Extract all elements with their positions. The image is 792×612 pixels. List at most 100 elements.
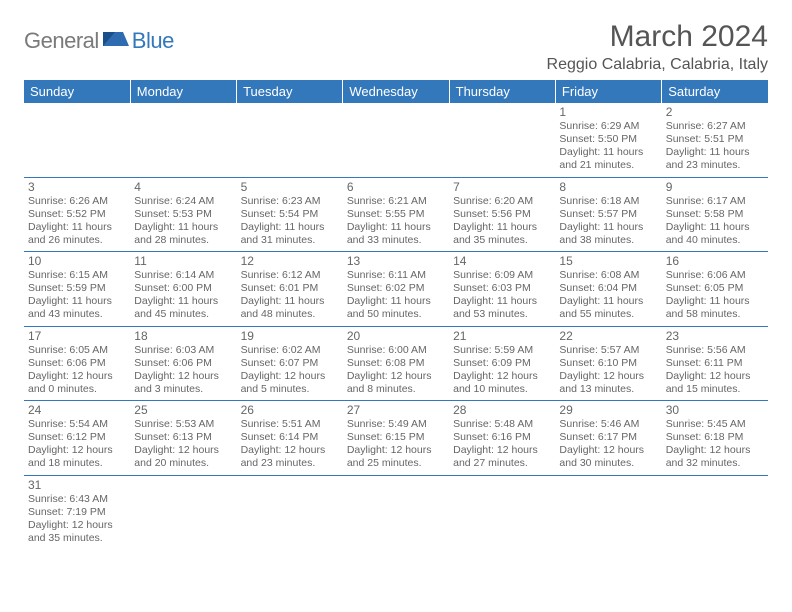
title-block: March 2024 Reggio Calabria, Calabria, It… — [547, 20, 768, 74]
day-detail-line: Sunset: 6:04 PM — [559, 282, 657, 295]
calendar-day-cell: 10Sunrise: 6:15 AMSunset: 5:59 PMDayligh… — [24, 252, 130, 327]
day-detail-line: Daylight: 12 hours — [347, 370, 445, 383]
day-detail-line: and 50 minutes. — [347, 308, 445, 321]
calendar-day-cell: 12Sunrise: 6:12 AMSunset: 6:01 PMDayligh… — [237, 252, 343, 327]
day-detail-line: Daylight: 11 hours — [559, 146, 657, 159]
day-number: 1 — [559, 105, 657, 119]
day-detail-line: Sunrise: 5:46 AM — [559, 418, 657, 431]
day-detail-line: Sunrise: 5:48 AM — [453, 418, 551, 431]
day-detail-line: Sunset: 6:12 PM — [28, 431, 126, 444]
day-number: 21 — [453, 329, 551, 343]
day-number: 29 — [559, 403, 657, 417]
day-detail-line: Daylight: 11 hours — [453, 221, 551, 234]
day-detail-line: Daylight: 12 hours — [559, 370, 657, 383]
day-number: 16 — [666, 254, 764, 268]
day-detail-line: Sunset: 5:54 PM — [241, 208, 339, 221]
day-number: 18 — [134, 329, 232, 343]
day-detail-line: Sunrise: 6:43 AM — [28, 493, 126, 506]
day-detail-line: Sunrise: 5:45 AM — [666, 418, 764, 431]
day-detail-line: Sunrise: 6:02 AM — [241, 344, 339, 357]
day-detail-line: Sunset: 6:06 PM — [28, 357, 126, 370]
day-detail-line: Sunset: 5:56 PM — [453, 208, 551, 221]
day-detail-line: Daylight: 11 hours — [666, 295, 764, 308]
header: General Blue March 2024 Reggio Calabria,… — [24, 20, 768, 74]
day-detail-line: Daylight: 12 hours — [28, 370, 126, 383]
day-detail-line: Sunset: 6:02 PM — [347, 282, 445, 295]
day-detail-line: Daylight: 11 hours — [134, 295, 232, 308]
day-detail-line: and 15 minutes. — [666, 383, 764, 396]
day-detail-line: and 32 minutes. — [666, 457, 764, 470]
day-detail-line: Daylight: 12 hours — [134, 370, 232, 383]
day-detail-line: Sunrise: 6:03 AM — [134, 344, 232, 357]
weekday-header-row: Sunday Monday Tuesday Wednesday Thursday… — [24, 80, 768, 103]
day-detail-line: Sunset: 6:03 PM — [453, 282, 551, 295]
day-detail-line: Daylight: 11 hours — [666, 221, 764, 234]
weekday-header: Saturday — [662, 80, 768, 103]
day-number: 22 — [559, 329, 657, 343]
day-detail-line: Sunset: 5:51 PM — [666, 133, 764, 146]
weekday-header: Monday — [130, 80, 236, 103]
day-detail-line: and 10 minutes. — [453, 383, 551, 396]
calendar-day-cell: 20Sunrise: 6:00 AMSunset: 6:08 PMDayligh… — [343, 326, 449, 401]
calendar-day-cell — [130, 475, 236, 549]
day-detail-line: Daylight: 12 hours — [559, 444, 657, 457]
calendar-day-cell: 27Sunrise: 5:49 AMSunset: 6:15 PMDayligh… — [343, 401, 449, 476]
calendar-day-cell — [237, 103, 343, 177]
calendar-day-cell — [449, 103, 555, 177]
day-detail-line: Daylight: 11 hours — [28, 295, 126, 308]
day-detail-line: and 20 minutes. — [134, 457, 232, 470]
day-detail-line: Sunset: 6:18 PM — [666, 431, 764, 444]
day-detail-line: Daylight: 11 hours — [241, 221, 339, 234]
calendar-week-row: 31Sunrise: 6:43 AMSunset: 7:19 PMDayligh… — [24, 475, 768, 549]
day-detail-line: Sunset: 6:11 PM — [666, 357, 764, 370]
calendar-day-cell: 26Sunrise: 5:51 AMSunset: 6:14 PMDayligh… — [237, 401, 343, 476]
day-detail-line: Daylight: 11 hours — [347, 295, 445, 308]
day-detail-line: Sunrise: 5:59 AM — [453, 344, 551, 357]
calendar-day-cell: 29Sunrise: 5:46 AMSunset: 6:17 PMDayligh… — [555, 401, 661, 476]
day-detail-line: Daylight: 11 hours — [134, 221, 232, 234]
calendar-day-cell: 9Sunrise: 6:17 AMSunset: 5:58 PMDaylight… — [662, 177, 768, 252]
calendar-body: 1Sunrise: 6:29 AMSunset: 5:50 PMDaylight… — [24, 103, 768, 549]
day-detail-line: Sunset: 5:52 PM — [28, 208, 126, 221]
day-detail-line: Sunset: 6:15 PM — [347, 431, 445, 444]
logo-text-2: Blue — [132, 28, 174, 54]
day-number: 8 — [559, 180, 657, 194]
day-detail-line: and 53 minutes. — [453, 308, 551, 321]
calendar-day-cell: 30Sunrise: 5:45 AMSunset: 6:18 PMDayligh… — [662, 401, 768, 476]
calendar-day-cell: 7Sunrise: 6:20 AMSunset: 5:56 PMDaylight… — [449, 177, 555, 252]
day-number: 10 — [28, 254, 126, 268]
day-number: 27 — [347, 403, 445, 417]
calendar-day-cell: 25Sunrise: 5:53 AMSunset: 6:13 PMDayligh… — [130, 401, 236, 476]
day-detail-line: Sunset: 6:17 PM — [559, 431, 657, 444]
day-detail-line: Daylight: 12 hours — [241, 444, 339, 457]
day-detail-line: Sunrise: 6:17 AM — [666, 195, 764, 208]
calendar-week-row: 3Sunrise: 6:26 AMSunset: 5:52 PMDaylight… — [24, 177, 768, 252]
calendar-day-cell: 17Sunrise: 6:05 AMSunset: 6:06 PMDayligh… — [24, 326, 130, 401]
day-detail-line: Sunset: 5:59 PM — [28, 282, 126, 295]
calendar-day-cell — [343, 103, 449, 177]
calendar-day-cell — [24, 103, 130, 177]
weekday-header: Wednesday — [343, 80, 449, 103]
day-detail-line: and 3 minutes. — [134, 383, 232, 396]
day-number: 4 — [134, 180, 232, 194]
logo-text-1: General — [24, 28, 99, 54]
day-detail-line: Sunrise: 6:24 AM — [134, 195, 232, 208]
day-detail-line: Daylight: 12 hours — [28, 444, 126, 457]
day-detail-line: Sunrise: 6:00 AM — [347, 344, 445, 357]
day-detail-line: and 45 minutes. — [134, 308, 232, 321]
calendar-day-cell: 2Sunrise: 6:27 AMSunset: 5:51 PMDaylight… — [662, 103, 768, 177]
day-detail-line: and 18 minutes. — [28, 457, 126, 470]
day-detail-line: and 35 minutes. — [453, 234, 551, 247]
calendar-day-cell: 28Sunrise: 5:48 AMSunset: 6:16 PMDayligh… — [449, 401, 555, 476]
day-detail-line: Daylight: 11 hours — [347, 221, 445, 234]
day-detail-line: Sunset: 6:09 PM — [453, 357, 551, 370]
day-detail-line: and 40 minutes. — [666, 234, 764, 247]
day-detail-line: Sunrise: 6:14 AM — [134, 269, 232, 282]
day-detail-line: Sunrise: 6:05 AM — [28, 344, 126, 357]
day-number: 23 — [666, 329, 764, 343]
day-detail-line: and 25 minutes. — [347, 457, 445, 470]
day-detail-line: Daylight: 12 hours — [241, 370, 339, 383]
day-detail-line: Daylight: 11 hours — [559, 295, 657, 308]
calendar-day-cell — [237, 475, 343, 549]
day-detail-line: Sunrise: 6:29 AM — [559, 120, 657, 133]
